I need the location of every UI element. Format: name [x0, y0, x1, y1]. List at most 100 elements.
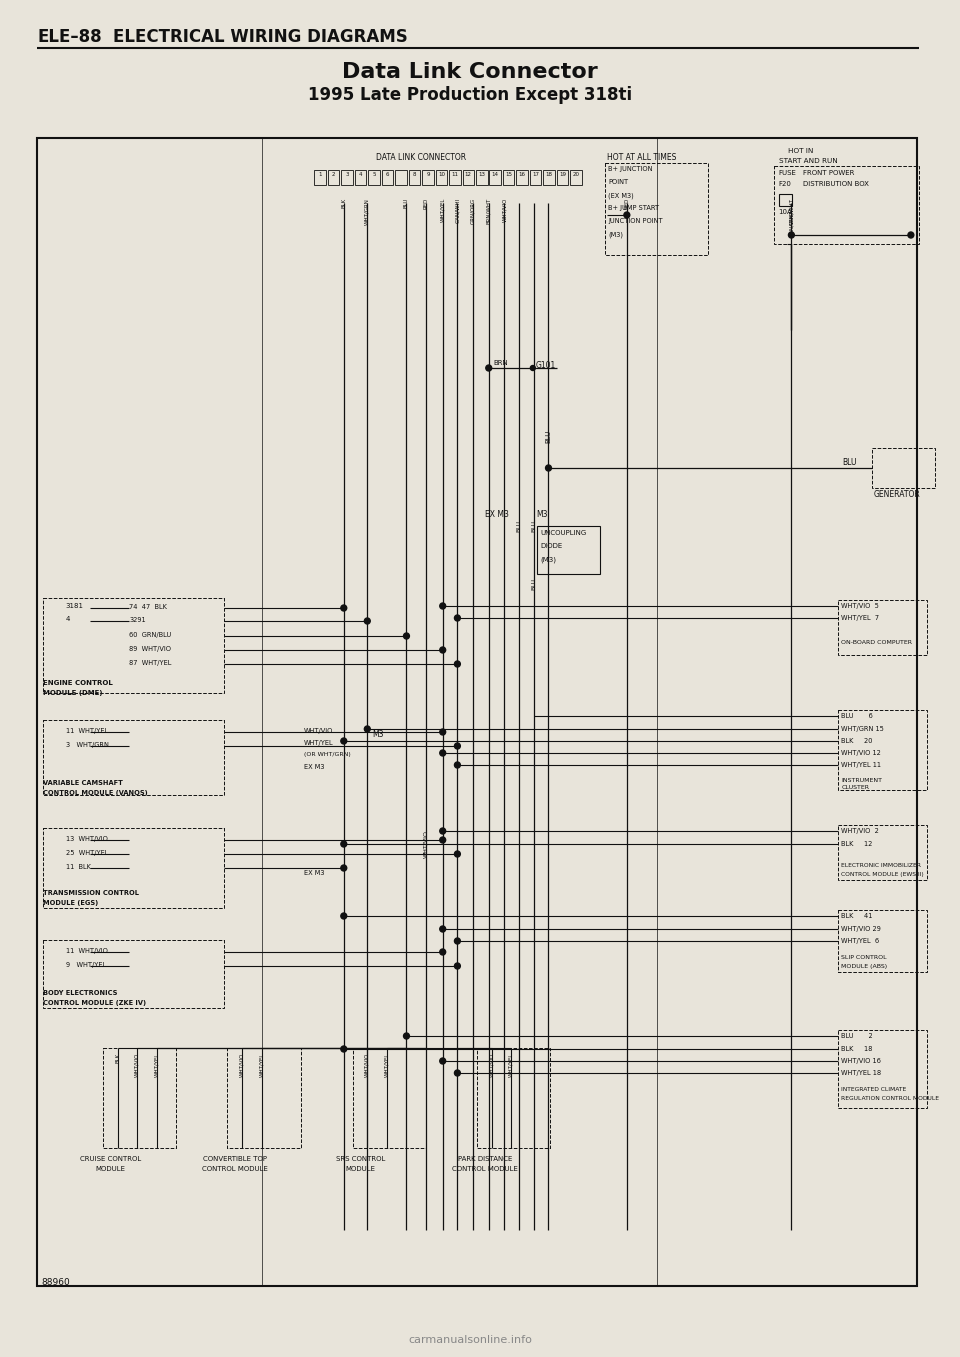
Bar — [43, 721, 225, 795]
Text: GRN/WHT: GRN/WHT — [789, 198, 794, 225]
Bar — [422, 170, 434, 185]
Text: 3181: 3181 — [65, 603, 84, 609]
Text: RED: RED — [624, 198, 630, 209]
Text: M3: M3 — [537, 510, 548, 518]
Text: BLK     18: BLK 18 — [841, 1046, 873, 1052]
Text: WHT/VIO 29: WHT/VIO 29 — [841, 925, 881, 932]
Text: carmanualsonline.info: carmanualsonline.info — [408, 1335, 532, 1345]
Text: BLK     12: BLK 12 — [841, 841, 873, 847]
Text: 14: 14 — [492, 172, 499, 176]
Bar — [490, 170, 501, 185]
Text: 16: 16 — [518, 172, 526, 176]
Text: (M3): (M3) — [540, 556, 557, 563]
Text: MODULE (DME): MODULE (DME) — [43, 689, 103, 696]
Text: ELE–88: ELE–88 — [37, 28, 102, 46]
Text: WHT/VIO: WHT/VIO — [502, 198, 507, 223]
Bar — [352, 1048, 426, 1148]
Circle shape — [454, 851, 461, 858]
Circle shape — [440, 925, 445, 932]
Text: 3   WHT/GRN: 3 WHT/GRN — [65, 742, 108, 748]
Text: GENERATOR: GENERATOR — [874, 490, 921, 499]
Text: 18: 18 — [545, 172, 553, 176]
Circle shape — [624, 212, 630, 218]
Bar — [838, 825, 926, 879]
Text: 13  WHT/VIO: 13 WHT/VIO — [65, 836, 108, 841]
Circle shape — [440, 828, 445, 835]
Text: SLIP CONTROL: SLIP CONTROL — [841, 955, 887, 959]
Bar — [537, 527, 600, 574]
Text: JUNCTION POINT: JUNCTION POINT — [609, 218, 662, 224]
Circle shape — [454, 1071, 461, 1076]
Text: 2: 2 — [332, 172, 335, 176]
Text: ON-BOARD COMPUTER: ON-BOARD COMPUTER — [841, 641, 912, 645]
Bar — [369, 170, 380, 185]
Circle shape — [440, 949, 445, 955]
Text: REGULATION CONTROL MODULE: REGULATION CONTROL MODULE — [841, 1096, 939, 1101]
Circle shape — [454, 763, 461, 768]
Text: CONTROL MODULE (EWS II): CONTROL MODULE (EWS II) — [841, 873, 924, 877]
Text: 4: 4 — [359, 172, 362, 176]
Circle shape — [440, 1058, 445, 1064]
Bar — [228, 1048, 300, 1148]
Text: BLU: BLU — [531, 520, 537, 532]
Text: 1: 1 — [319, 172, 322, 176]
Text: 9: 9 — [426, 172, 430, 176]
Text: 20: 20 — [572, 172, 580, 176]
Text: BLU       2: BLU 2 — [841, 1033, 873, 1039]
Text: 1995 Late Production Except 318ti: 1995 Late Production Except 318ti — [308, 85, 633, 104]
Text: START AND RUN: START AND RUN — [779, 157, 837, 164]
Text: G101: G101 — [536, 361, 556, 370]
Bar — [838, 911, 926, 972]
Bar — [530, 170, 541, 185]
Text: 11  WHT/VIO: 11 WHT/VIO — [65, 949, 108, 954]
Circle shape — [545, 465, 551, 471]
Text: CONTROL MODULE: CONTROL MODULE — [452, 1166, 517, 1172]
Bar — [838, 1030, 926, 1109]
Text: BLU: BLU — [545, 430, 551, 444]
Text: BLU: BLU — [842, 459, 857, 467]
Bar — [396, 170, 407, 185]
Circle shape — [440, 603, 445, 609]
Text: EX M3: EX M3 — [303, 870, 324, 877]
Text: POINT: POINT — [609, 179, 629, 185]
Text: CRUISE CONTROL: CRUISE CONTROL — [80, 1156, 141, 1162]
Text: BRN/WHT: BRN/WHT — [487, 198, 492, 224]
Text: 88960: 88960 — [41, 1278, 70, 1286]
Text: 10A: 10A — [779, 209, 792, 214]
Text: WHT/GRN: WHT/GRN — [365, 198, 370, 225]
Text: WHT/YEL  6: WHT/YEL 6 — [841, 938, 879, 944]
Circle shape — [908, 232, 914, 237]
Bar — [606, 163, 708, 255]
Bar — [779, 194, 792, 206]
Bar — [543, 170, 555, 185]
Bar — [476, 170, 488, 185]
Circle shape — [440, 729, 445, 735]
Text: 10: 10 — [438, 172, 444, 176]
Circle shape — [530, 365, 536, 370]
Bar — [503, 170, 515, 185]
Text: 3: 3 — [346, 172, 348, 176]
Text: WHT/YEL  7: WHT/YEL 7 — [841, 615, 879, 622]
Circle shape — [440, 750, 445, 756]
Text: MODULE (EGS): MODULE (EGS) — [43, 900, 98, 906]
Text: WHT/VIO: WHT/VIO — [239, 1053, 245, 1077]
Text: WHT/YEL 11: WHT/YEL 11 — [841, 763, 881, 768]
Bar — [43, 598, 225, 693]
Circle shape — [440, 647, 445, 653]
Circle shape — [454, 963, 461, 969]
Text: WHT/VIO: WHT/VIO — [490, 1053, 494, 1077]
Text: MODULE (ABS): MODULE (ABS) — [841, 963, 887, 969]
Text: BLU: BLU — [404, 198, 409, 209]
Text: WHT/VIO  2: WHT/VIO 2 — [841, 828, 879, 835]
Text: RED: RED — [423, 198, 428, 209]
Text: (OR WHT/GRN): (OR WHT/GRN) — [303, 752, 350, 757]
Text: HOT IN: HOT IN — [788, 148, 814, 153]
Circle shape — [403, 632, 409, 639]
Circle shape — [341, 605, 347, 611]
Circle shape — [454, 938, 461, 944]
Text: 12: 12 — [465, 172, 471, 176]
Text: WHT/GRN 15: WHT/GRN 15 — [841, 726, 884, 731]
Bar — [103, 1048, 177, 1148]
Text: DATA LINK CONNECTOR: DATA LINK CONNECTOR — [376, 153, 467, 161]
Text: WHT/VIO  5: WHT/VIO 5 — [841, 603, 879, 609]
